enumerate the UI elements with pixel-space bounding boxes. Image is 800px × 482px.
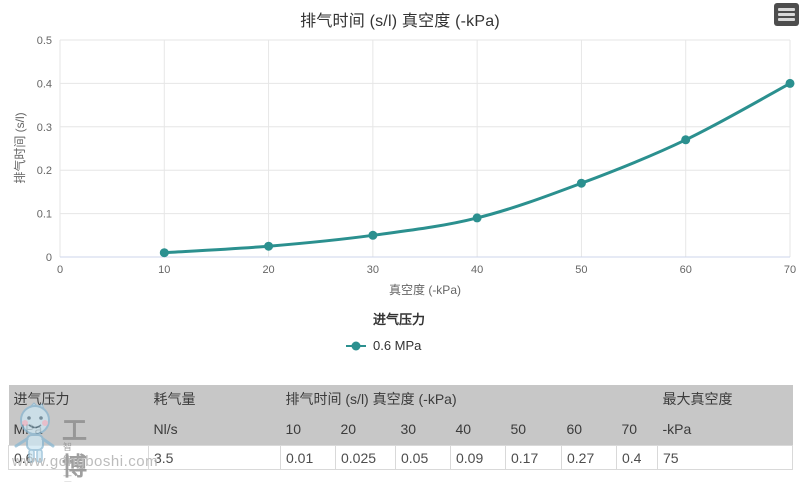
table-cell-6: 0.17 — [505, 445, 562, 470]
table-subheader-9: -kPa — [657, 413, 793, 446]
table-cell-3: 0.025 — [335, 445, 396, 470]
line-chart: 0 10 20 30 40 50 60 70 0 0.1 0.2 0.3 0.4 0.5 排气时间 (s/… — [12, 35, 796, 297]
table-cell-5: 0.09 — [450, 445, 506, 470]
chart-context-menu-button[interactable] — [774, 3, 799, 26]
y-axis-title: 排气时间 (s/l) — [12, 112, 27, 183]
menu-line — [778, 13, 795, 16]
series-layer — [159, 78, 795, 258]
series-marker[interactable] — [785, 78, 795, 88]
menu-line — [778, 18, 795, 21]
watermark-brand: 工博士 — [62, 418, 95, 481]
x-tick-label: 0 — [57, 264, 63, 276]
table-cell-2: 0.01 — [280, 445, 336, 470]
series-marker[interactable] — [264, 241, 274, 251]
legend-series-label: 0.6 MPa — [373, 338, 422, 353]
x-tick-label: 40 — [471, 264, 483, 276]
series-marker[interactable] — [368, 230, 378, 240]
table-row: 0.6 3.5 0.01 0.025 0.05 0.09 0.17 0.27 0.4 75 — [8, 445, 793, 470]
y-tick-label: 0.5 — [37, 35, 52, 47]
y-tick-label: 0.3 — [37, 122, 52, 134]
tick-layer: 0 10 20 30 40 50 60 70 0 0.1 0.2 0.3 0.4 0.5 — [37, 35, 796, 276]
table-cell-0: 0.6 — [8, 445, 149, 470]
grid-layer — [59, 39, 791, 258]
watermark-robot-logo — [14, 402, 55, 463]
x-axis-title: 真空度 (-kPa) — [389, 282, 461, 297]
x-tick-label: 60 — [680, 264, 692, 276]
table-cell-8: 0.4 — [616, 445, 658, 470]
table-subheader-8: 70 — [616, 413, 658, 446]
table-cell-4: 0.05 — [395, 445, 451, 470]
table-subheader-2: 10 — [280, 413, 336, 446]
series-marker[interactable] — [681, 135, 691, 145]
chart-title: 排气时间 (s/l) 真空度 (-kPa) — [300, 13, 500, 30]
table-header-group-3: 最大真空度 — [657, 385, 793, 413]
table-cell-1: 3.5 — [148, 445, 281, 470]
legend-item[interactable]: 0.6 MPa — [346, 338, 425, 353]
table-header-group-1: 耗气量 — [148, 385, 281, 413]
table-subheader-1: Nl/s — [148, 413, 281, 446]
x-tick-label: 70 — [784, 264, 796, 276]
table-cell-9: 75 — [657, 445, 793, 470]
x-tick-label: 10 — [158, 264, 170, 276]
table-cell-7: 0.27 — [561, 445, 617, 470]
chart-legend: 进气压力 0.6 MPa — [346, 309, 425, 353]
series-marker[interactable] — [159, 248, 169, 258]
legend-series-marker — [346, 341, 366, 350]
legend-title: 进气压力 — [373, 312, 426, 327]
watermark-url: www.gongboshi.com — [12, 453, 159, 470]
table-subheader-7: 60 — [561, 413, 617, 446]
series-marker[interactable] — [472, 213, 482, 223]
table-subheader-5: 40 — [450, 413, 506, 446]
table-header-group-2: 排气时间 (s/l) 真空度 (-kPa) — [280, 385, 658, 413]
table-subheader-4: 30 — [395, 413, 451, 446]
table-subheader-3: 20 — [335, 413, 396, 446]
y-tick-label: 0 — [46, 252, 52, 264]
x-tick-label: 20 — [262, 264, 274, 276]
x-tick-label: 50 — [575, 264, 587, 276]
y-tick-label: 0.2 — [37, 165, 52, 177]
menu-line — [778, 8, 795, 11]
table-subheader-6: 50 — [505, 413, 562, 446]
x-tick-label: 30 — [367, 264, 379, 276]
y-tick-label: 0.1 — [37, 209, 52, 221]
series-marker[interactable] — [576, 178, 586, 188]
table-header-group-0: 进气压力 — [8, 385, 149, 413]
y-tick-label: 0.4 — [37, 78, 52, 90]
